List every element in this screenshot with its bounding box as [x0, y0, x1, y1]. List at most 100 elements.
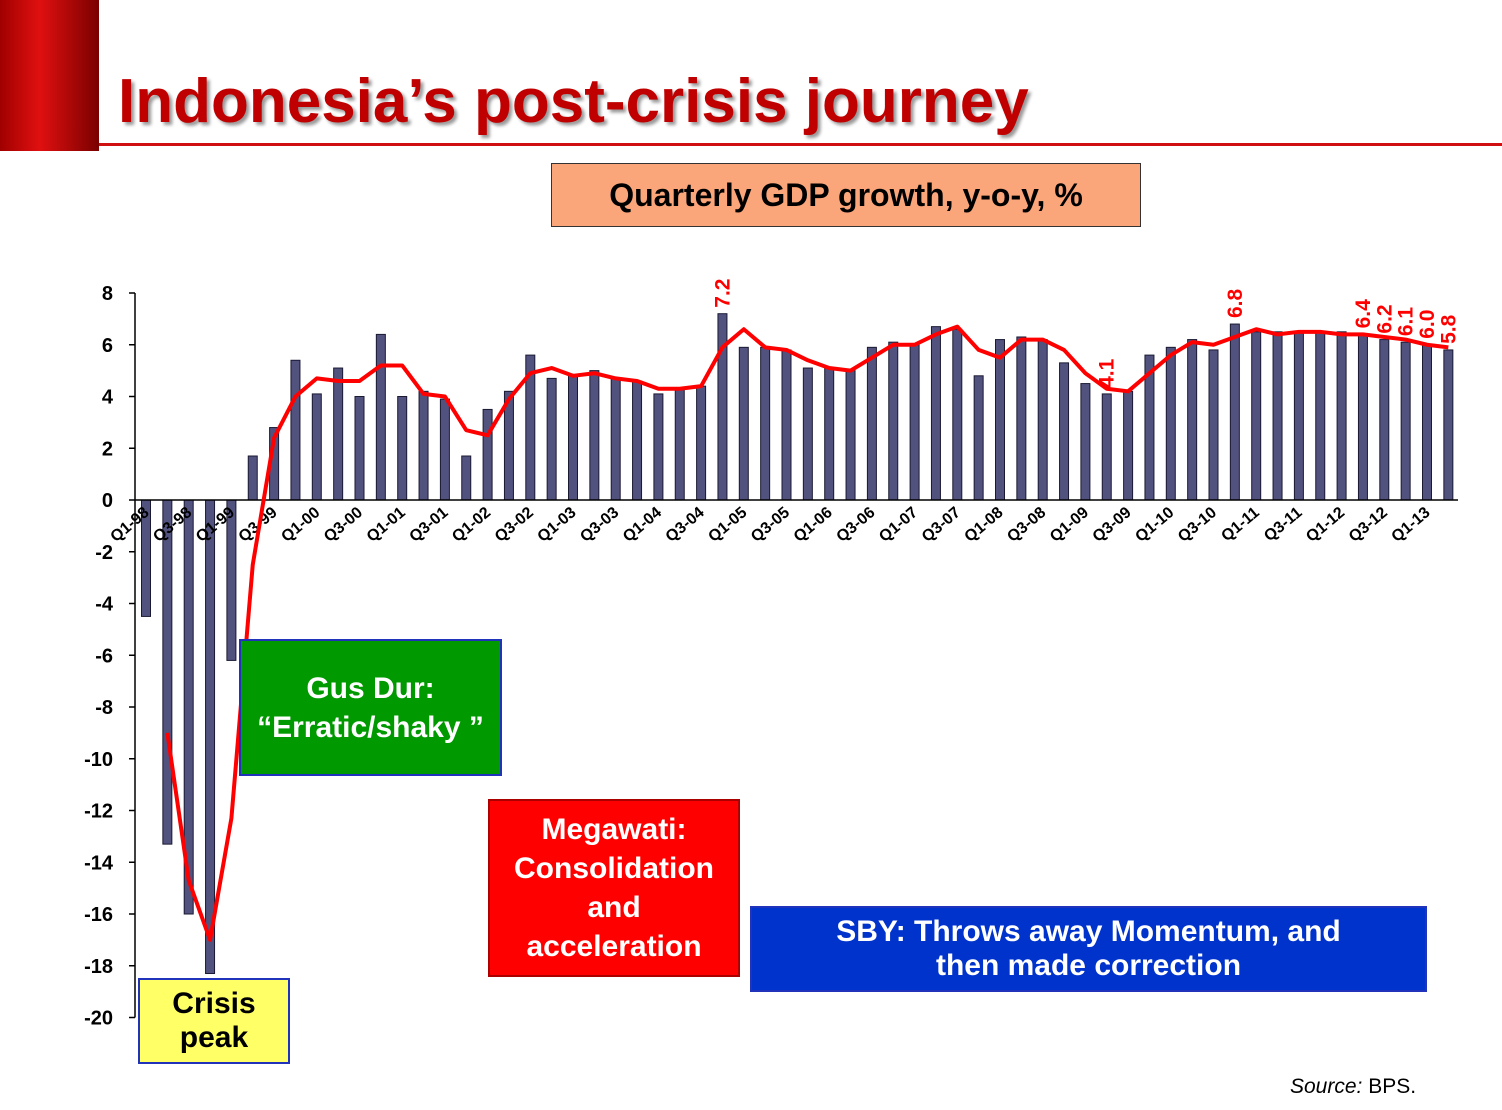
bar [696, 385, 707, 501]
bar [1443, 349, 1454, 501]
bar [1229, 323, 1240, 501]
bar [162, 499, 173, 845]
annotation: Gus Dur: “Erratic/shaky ” [239, 639, 502, 776]
x-tick-label: Q1-11 [1218, 504, 1262, 545]
bar [781, 349, 792, 501]
x-tick-label: Q1-05 [705, 504, 750, 546]
bar [1336, 331, 1347, 501]
x-tick-label: Q3-02 [492, 504, 537, 546]
bar [354, 396, 365, 501]
bar [888, 341, 899, 501]
bar [717, 313, 728, 501]
x-tick-label: Q1-06 [791, 504, 836, 546]
annotation: Crisis peak [138, 978, 290, 1064]
x-tick-label: Q1-01 [364, 504, 409, 546]
bar [1422, 344, 1432, 501]
bar [1101, 393, 1112, 501]
y-tick-label: 4 [102, 387, 114, 409]
bar [290, 359, 301, 501]
bar [760, 346, 771, 501]
bar [973, 375, 984, 501]
bar [375, 333, 386, 501]
bar [909, 344, 920, 501]
y-tick-label: -6 [95, 645, 113, 667]
bar [1272, 331, 1283, 501]
x-tick-label: Q3-05 [748, 504, 793, 546]
x-tick-label: Q3-08 [1004, 504, 1049, 546]
slide-title: Indonesia’s post-crisis journey [118, 67, 1029, 136]
annotation: SBY: Throws away Momentum, and then made… [750, 906, 1427, 992]
bar [1315, 331, 1326, 501]
y-tick-label: -20 [84, 1008, 113, 1030]
bar [247, 455, 258, 501]
data-label: 6.0 [1416, 310, 1439, 339]
x-tick-label: Q3-09 [1090, 504, 1135, 546]
source-label: Source: [1290, 1075, 1363, 1098]
x-tick-label: Q1-00 [278, 504, 323, 546]
data-label: 6.2 [1373, 304, 1396, 333]
x-tick-label: Q1-02 [449, 504, 494, 546]
bar [610, 377, 621, 501]
data-label: 5.8 [1437, 314, 1460, 344]
y-tick-label: -12 [84, 801, 113, 823]
bar [738, 346, 749, 501]
bar [461, 455, 472, 501]
x-tick-label: Q3-03 [577, 504, 622, 546]
data-label: 6.4 [1352, 299, 1375, 329]
bar [1400, 341, 1411, 501]
x-tick-label: Q1-10 [1132, 504, 1177, 546]
data-label: 7.2 [711, 278, 734, 307]
data-label: 6.1 [1395, 307, 1418, 337]
y-tick-label: -8 [95, 697, 113, 719]
bar [439, 398, 450, 501]
bar [333, 367, 344, 501]
bar [1016, 336, 1027, 501]
x-tick-label: Q1-08 [962, 504, 1007, 546]
bar [952, 328, 963, 501]
x-tick-label: Q1-13 [1389, 504, 1434, 546]
bar [930, 326, 941, 501]
bar [482, 408, 493, 501]
data-label: 6.8 [1224, 289, 1247, 319]
y-tick-label: 2 [102, 438, 113, 460]
x-tick-label: Q3-11 [1261, 504, 1305, 545]
chart-subtitle: Quarterly GDP growth, y-o-y, % [551, 163, 1141, 227]
y-tick-label: 8 [102, 283, 113, 305]
bar [674, 388, 685, 501]
bar [1187, 339, 1198, 501]
line [165, 324, 1449, 942]
bar [1357, 333, 1368, 501]
bar [632, 380, 643, 501]
x-tick-label: Q3-01 [406, 504, 451, 546]
x-tick-label: Q3-00 [321, 504, 366, 546]
bar [1037, 339, 1048, 501]
data-label: 4.1 [1096, 358, 1119, 388]
bar [1165, 346, 1176, 501]
y-tick-label: -10 [84, 749, 113, 771]
bar [205, 499, 216, 975]
x-tick-label: Q1-03 [535, 504, 580, 546]
y-tick-label: -4 [95, 594, 114, 616]
y-tick-label: -14 [84, 852, 114, 874]
bar [568, 375, 578, 501]
bar [311, 393, 322, 501]
bar [1208, 349, 1219, 501]
bar [1293, 331, 1304, 501]
bar [589, 370, 600, 501]
annotation: Megawati: Consolidation and acceleration [488, 799, 740, 977]
bar [845, 370, 856, 501]
bar [546, 377, 557, 501]
bar [1379, 339, 1390, 501]
bar [418, 390, 429, 501]
y-tick-label: 6 [102, 335, 113, 357]
bar [995, 339, 1005, 501]
y-tick-label: -18 [84, 956, 113, 978]
bar [1123, 390, 1134, 501]
bar [1251, 331, 1262, 501]
bar [397, 396, 408, 501]
x-tick-label: Q1-04 [620, 504, 665, 546]
bar [1059, 362, 1070, 501]
bar [824, 367, 835, 501]
bar [653, 393, 664, 501]
